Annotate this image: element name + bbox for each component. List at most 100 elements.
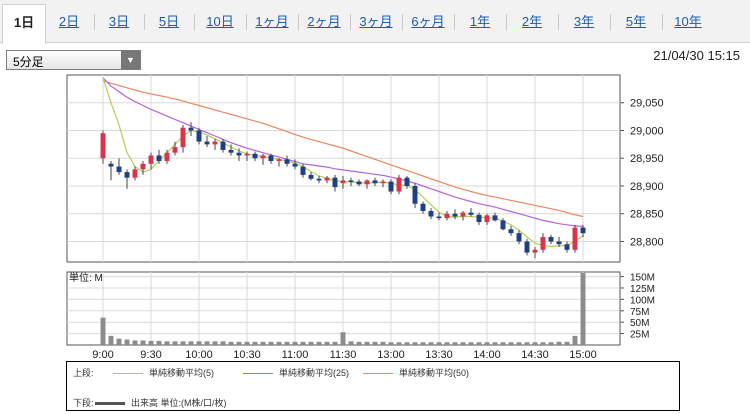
price-y-tick-label: 28,900 bbox=[630, 181, 664, 193]
candle-body bbox=[524, 241, 530, 253]
x-tick-label: 10:30 bbox=[233, 349, 261, 361]
tab-separator bbox=[402, 14, 403, 30]
candle-body bbox=[580, 227, 586, 234]
candle-body bbox=[468, 212, 474, 215]
legend-ma25: 単純移動平均(25) bbox=[243, 366, 349, 379]
chevron-down-icon[interactable]: ▼ bbox=[121, 51, 140, 69]
volume-bar bbox=[300, 341, 306, 345]
candle-body bbox=[348, 180, 354, 182]
volume-bar bbox=[364, 341, 370, 345]
tab-6[interactable]: 1ヶ月 bbox=[255, 14, 289, 29]
candle-body bbox=[156, 155, 162, 162]
tab-7[interactable]: 2ヶ月 bbox=[307, 14, 341, 29]
candle-body bbox=[460, 212, 466, 217]
volume-bar bbox=[324, 341, 330, 345]
volume-bar bbox=[316, 341, 322, 345]
candle-body bbox=[532, 249, 538, 253]
tab-separator bbox=[558, 14, 559, 30]
ma25-line bbox=[102, 77, 584, 228]
tab-separator bbox=[610, 14, 611, 30]
interval-select-value: 5分足 bbox=[13, 55, 44, 69]
volume-bar bbox=[356, 341, 362, 345]
tab-1[interactable]: 1日 bbox=[2, 4, 46, 44]
tab-separator bbox=[506, 14, 507, 30]
tab-4[interactable]: 5日 bbox=[158, 14, 180, 29]
price-y-tick-label: 28,800 bbox=[630, 236, 664, 248]
x-tick-label: 9:30 bbox=[140, 349, 161, 361]
tab-11[interactable]: 2年 bbox=[521, 14, 543, 29]
tab-separator bbox=[454, 14, 455, 30]
legend-upper-label: 上段: bbox=[73, 368, 94, 378]
candle-body bbox=[292, 163, 298, 167]
candle-body bbox=[220, 141, 226, 150]
volume-bar bbox=[228, 341, 234, 345]
interval-select[interactable]: 5分足 ▼ bbox=[6, 50, 141, 70]
legend-lower-row: 下段: 出来高 単位:(M株/口/枚) bbox=[67, 396, 679, 410]
candle-body bbox=[572, 227, 578, 250]
volume-bar bbox=[580, 272, 586, 345]
candle-body bbox=[476, 214, 482, 223]
tab-12[interactable]: 3年 bbox=[573, 14, 595, 29]
tab-8[interactable]: 3ヶ月 bbox=[359, 14, 393, 29]
tab-5[interactable]: 10日 bbox=[206, 14, 234, 29]
candle-body bbox=[172, 147, 178, 153]
price-y-tick-label: 29,000 bbox=[630, 125, 664, 137]
volume-bar bbox=[396, 342, 402, 345]
volume-bar bbox=[244, 341, 250, 345]
x-tick-label: 14:30 bbox=[521, 349, 549, 361]
volume-bar bbox=[132, 340, 138, 345]
tab-separator bbox=[662, 14, 663, 30]
volume-bar bbox=[172, 341, 178, 345]
tab-14[interactable]: 10年 bbox=[674, 14, 702, 29]
candle-body bbox=[436, 216, 442, 219]
candle-body bbox=[364, 180, 370, 185]
legend-volume: 出来高 単位:(M株/口/枚) bbox=[95, 396, 227, 409]
volume-y-tick-label: 50M bbox=[630, 318, 649, 329]
candle-body bbox=[276, 159, 282, 162]
candle-body bbox=[196, 130, 202, 142]
volume-bar bbox=[340, 332, 346, 345]
volume-y-tick-label: 150M bbox=[630, 273, 655, 284]
volume-y-tick-label: 125M bbox=[630, 284, 655, 295]
candle-body bbox=[124, 172, 130, 178]
candle-body bbox=[260, 155, 266, 159]
candle-body bbox=[412, 185, 418, 204]
candle-body bbox=[380, 181, 386, 184]
candle-body bbox=[236, 152, 242, 156]
candle-body bbox=[452, 213, 458, 217]
tab-9[interactable]: 6ヶ月 bbox=[411, 14, 445, 29]
candle-body bbox=[356, 181, 362, 185]
volume-bar bbox=[268, 341, 274, 345]
candle-body bbox=[508, 229, 514, 234]
volume-bar bbox=[572, 335, 578, 345]
volume-y-tick-label: 75M bbox=[630, 307, 649, 318]
candle-body bbox=[340, 180, 346, 184]
volume-bar bbox=[444, 342, 450, 345]
volume-bar bbox=[492, 342, 498, 345]
candle-body bbox=[372, 180, 378, 184]
volume-bar bbox=[292, 341, 298, 345]
volume-unit-label: 単位: M bbox=[69, 271, 103, 284]
candle-body bbox=[540, 237, 546, 250]
tab-3[interactable]: 3日 bbox=[108, 14, 130, 29]
candle-body bbox=[428, 210, 434, 217]
tab-2[interactable]: 2日 bbox=[58, 14, 80, 29]
candle-body bbox=[108, 163, 114, 167]
candle-body bbox=[500, 220, 506, 230]
tab-13[interactable]: 5年 bbox=[625, 14, 647, 29]
legend-ma50-label: 単純移動平均(50) bbox=[399, 368, 470, 378]
candle-body bbox=[140, 163, 146, 170]
volume-bar bbox=[404, 342, 410, 345]
price-y-tick-label: 29,050 bbox=[630, 98, 664, 110]
volume-bar bbox=[276, 341, 282, 345]
price-y-tick-label: 28,850 bbox=[630, 209, 664, 221]
timestamp: 21/04/30 15:15 bbox=[653, 48, 740, 63]
legend-lower-label: 下段: bbox=[73, 398, 94, 408]
ma50-swatch bbox=[363, 373, 393, 375]
volume-bar bbox=[484, 342, 490, 345]
volume-bar bbox=[460, 342, 466, 345]
x-tick-label: 11:00 bbox=[282, 349, 309, 361]
tab-10[interactable]: 1年 bbox=[469, 14, 491, 29]
volume-bar bbox=[524, 342, 530, 345]
